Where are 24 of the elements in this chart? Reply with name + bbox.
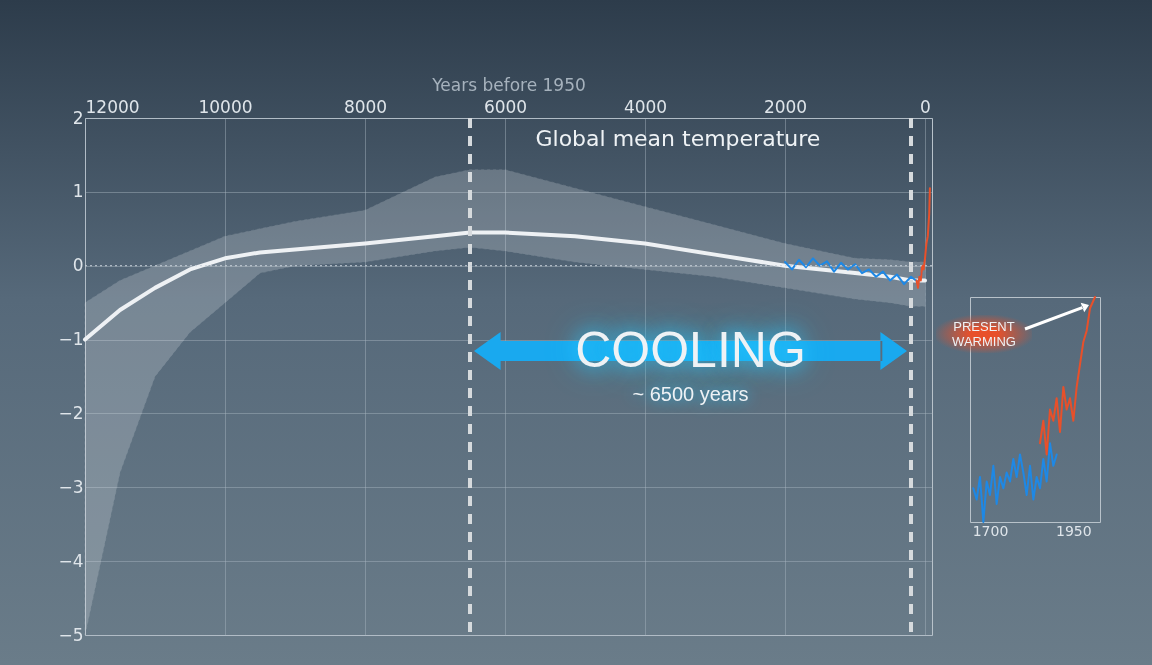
x-tick-label: 12000 (85, 96, 140, 117)
annotation: PRESENT WARMING (936, 315, 1032, 353)
annotation: COOLING (575, 320, 806, 379)
y-tick-label: −1 (58, 329, 84, 350)
x-tick-label: 8000 (343, 96, 388, 117)
x-tick-label: 0 (920, 96, 931, 117)
y-tick-label: −4 (58, 550, 84, 571)
x-tick-label: 4000 (623, 96, 668, 117)
x-axis-title: Years before 1950 (431, 74, 586, 95)
chart-title: Global mean temperature (535, 126, 821, 151)
y-tick-label: −3 (58, 476, 84, 497)
x-tick-label: 1950 (1056, 522, 1092, 539)
line-series (784, 257, 923, 286)
y-tick-label: −2 (58, 402, 84, 423)
y-tick-label: 0 (72, 255, 84, 276)
y-tick-label: 1 (72, 181, 84, 202)
line-series (915, 187, 931, 289)
annotation: ~ 6500 years (632, 382, 749, 406)
x-tick-label: 10000 (198, 96, 253, 117)
x-tick-label: 2000 (763, 96, 808, 117)
x-tick-label: 1700 (972, 522, 1009, 539)
y-tick-label: −5 (58, 624, 84, 645)
x-tick-label: 6000 (483, 96, 528, 117)
y-tick-label: 2 (72, 107, 84, 128)
